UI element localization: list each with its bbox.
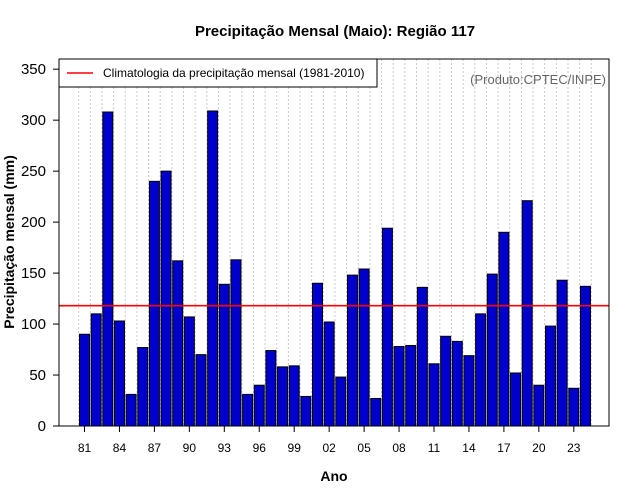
x-tick-label: 17 bbox=[497, 441, 511, 455]
vertical-gridlines bbox=[78, 59, 592, 426]
x-tick-label: 23 bbox=[567, 441, 581, 455]
bar-1982 bbox=[90, 313, 102, 427]
y-tick-label: 50 bbox=[29, 367, 46, 384]
bar-2005 bbox=[358, 268, 370, 427]
bar-2022 bbox=[556, 279, 568, 427]
x-tick-label: 87 bbox=[148, 441, 162, 455]
bar-1995 bbox=[242, 393, 254, 427]
x-tick-label: 99 bbox=[288, 441, 302, 455]
bar-2015 bbox=[475, 313, 487, 427]
bar-1981 bbox=[79, 333, 90, 427]
bar-2008 bbox=[393, 345, 405, 427]
x-tick-label: 90 bbox=[183, 441, 197, 455]
y-tick-label: 250 bbox=[21, 163, 46, 180]
x-tick-label: 96 bbox=[253, 441, 267, 455]
chart-title: Precipitação Mensal (Maio): Região 117 bbox=[195, 23, 475, 40]
y-tick-label: 350 bbox=[21, 61, 46, 78]
bar-1994 bbox=[230, 259, 242, 427]
bar-2021 bbox=[545, 325, 556, 427]
bar-1999 bbox=[288, 365, 300, 427]
bar-2010 bbox=[416, 286, 428, 427]
bar-series bbox=[79, 110, 591, 427]
bar-1986 bbox=[137, 347, 149, 427]
bar-1998 bbox=[277, 366, 289, 427]
x-tick-label: 20 bbox=[532, 441, 546, 455]
x-tick-label: 14 bbox=[462, 441, 476, 455]
bar-1997 bbox=[265, 350, 277, 427]
y-tick-label: 150 bbox=[21, 265, 46, 282]
y-axis: 0 50 100 150 200 250 300 350 bbox=[21, 61, 60, 435]
x-axis-label: Ano bbox=[320, 468, 347, 484]
bar-1989 bbox=[172, 260, 184, 427]
bar-1984 bbox=[113, 320, 125, 427]
bar-2013 bbox=[451, 340, 463, 427]
x-tick-label: 81 bbox=[78, 441, 92, 455]
bar-2001 bbox=[312, 282, 323, 427]
bar-2002 bbox=[323, 321, 335, 427]
x-axis: 81 84 87 90 93 96 99 02 05 08 11 14 17 20 23 bbox=[78, 426, 581, 455]
bar-2012 bbox=[440, 335, 452, 427]
bar-2011 bbox=[428, 363, 440, 427]
bar-1991 bbox=[195, 354, 207, 427]
bar-2017 bbox=[498, 231, 510, 427]
x-tick-label: 08 bbox=[392, 441, 406, 455]
bar-1985 bbox=[125, 393, 137, 427]
x-tick-label: 93 bbox=[218, 441, 232, 455]
bar-2014 bbox=[463, 355, 475, 427]
y-tick-label: 0 bbox=[38, 418, 46, 435]
bar-1990 bbox=[183, 316, 195, 427]
x-tick-label: 05 bbox=[357, 441, 371, 455]
y-axis-label: Precipitação mensal (mm) bbox=[1, 155, 17, 329]
x-tick-label: 11 bbox=[428, 441, 441, 455]
x-tick-label: 84 bbox=[113, 441, 127, 455]
bar-1983 bbox=[102, 111, 114, 427]
product-credit: (Produto:CPTEC/INPE) bbox=[470, 72, 606, 87]
bar-2019 bbox=[521, 200, 533, 427]
bar-1988 bbox=[160, 170, 172, 427]
bar-2000 bbox=[300, 395, 312, 427]
bar-1987 bbox=[148, 180, 160, 427]
legend-box bbox=[58, 58, 378, 88]
y-tick-label: 100 bbox=[21, 316, 46, 333]
bar-2016 bbox=[486, 273, 498, 427]
bar-2009 bbox=[405, 344, 417, 427]
bar-1996 bbox=[253, 384, 265, 427]
x-tick-label: 02 bbox=[322, 441, 336, 455]
y-tick-label: 200 bbox=[21, 214, 46, 231]
bar-2004 bbox=[346, 274, 358, 427]
bar-2024 bbox=[579, 285, 591, 427]
bar-2020 bbox=[533, 384, 545, 427]
legend-label: Climatologia da precipitação mensal (198… bbox=[103, 66, 364, 80]
legend: Climatologia da precipitação mensal (198… bbox=[58, 58, 378, 88]
bar-2003 bbox=[335, 376, 347, 427]
bar-2023 bbox=[568, 387, 580, 427]
bar-2018 bbox=[510, 372, 522, 427]
bar-1992 bbox=[207, 110, 219, 427]
y-tick-label: 300 bbox=[21, 112, 46, 129]
bar-2007 bbox=[381, 227, 393, 427]
bar-2006 bbox=[370, 397, 382, 427]
